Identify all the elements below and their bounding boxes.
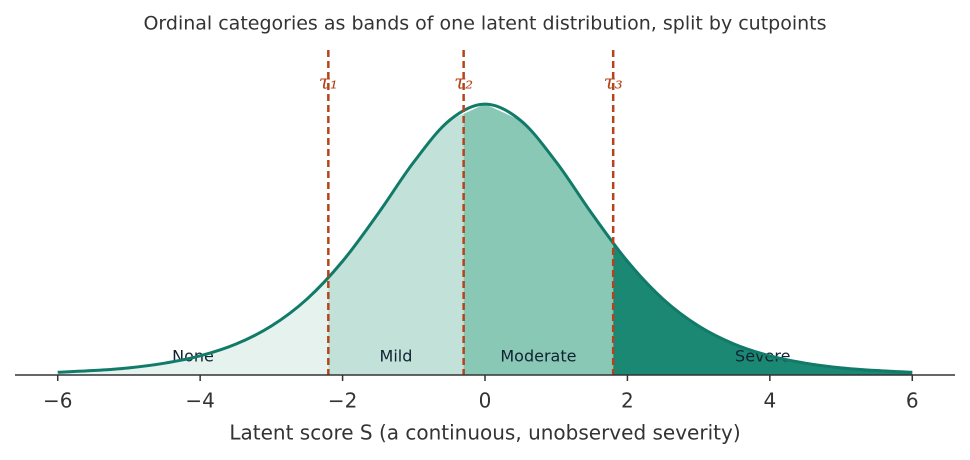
density-curve [57,102,913,374]
cutpoint-label: τ₂ [454,70,473,94]
band-area [57,276,329,375]
band-label: Moderate [500,347,576,366]
band-label: None [172,347,214,366]
x-tick-label: −4 [185,389,214,413]
x-tick-label: −6 [43,389,72,413]
x-axis-label: Latent score S (a continuous, unobserved… [229,421,740,445]
x-tick-label: 4 [763,389,776,413]
cutpoint-label: τ₁ [319,70,338,94]
chart-title: Ordinal categories as bands of one laten… [143,13,826,35]
x-tick-label: 6 [906,389,919,413]
x-tick-label: 0 [479,389,492,413]
x-tick-label: −2 [328,389,357,413]
band-area [463,104,614,376]
band-label: Severe [735,347,790,366]
band-area [613,242,913,375]
x-tick-label: 2 [621,389,634,413]
band-area [328,113,464,376]
cutpoint-label: τ₃ [604,70,623,94]
band-label: Mild [380,347,413,366]
